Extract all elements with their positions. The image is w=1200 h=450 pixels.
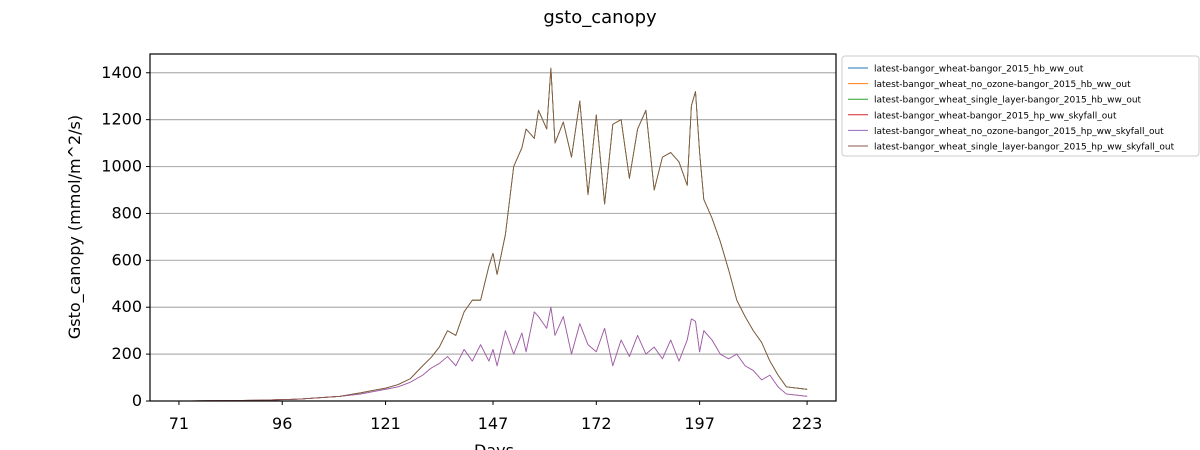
legend-label-2: latest-bangor_wheat_no_ozone-bangor_2015… — [874, 80, 1131, 90]
chart-title: gsto_canopy — [543, 7, 657, 28]
x-axis-ticks: 71 96 121 147 172 197 223 — [169, 401, 823, 433]
y-tick-label: 800 — [111, 203, 142, 222]
x-tick-label: 121 — [370, 414, 401, 433]
y-tick-label: 1400 — [101, 63, 142, 82]
x-tick-label: 172 — [581, 414, 612, 433]
y-tick-label: 0 — [132, 391, 142, 410]
legend-label-1: latest-bangor_wheat-bangor_2015_hb_ww_ou… — [874, 65, 1084, 75]
series-line-3 — [178, 67, 808, 402]
y-axis-ticks: 0 200 400 600 800 1000 1200 1400 — [101, 63, 150, 410]
series-line-5 — [178, 306, 808, 402]
series-line-6 — [178, 67, 808, 402]
x-tick-label: 96 — [272, 414, 292, 433]
legend-label-4: latest-bangor_wheat-bangor_2015_hp_ww_sk… — [874, 111, 1117, 121]
y-tick-label: 1200 — [101, 110, 142, 129]
y-tick-label: 400 — [111, 297, 142, 316]
series-line-1 — [178, 67, 808, 402]
y-axis-label: Gsto_canopy (mmol/m^2/s) — [65, 115, 85, 339]
series-layer — [178, 67, 808, 402]
legend: latest-bangor_wheat-bangor_2015_hb_ww_ou… — [841, 55, 1200, 157]
legend-box — [841, 55, 1200, 157]
y-tick-label: 200 — [111, 344, 142, 363]
x-tick-label: 223 — [792, 414, 823, 433]
legend-label-5: latest-bangor_wheat_no_ozone-bangor_2015… — [874, 127, 1164, 137]
series-line-2 — [178, 67, 808, 402]
legend-label-6: latest-bangor_wheat_single_layer-bangor_… — [874, 143, 1175, 153]
x-axis-label: Days — [474, 441, 514, 450]
gridlines — [150, 72, 836, 355]
x-tick-label: 147 — [478, 414, 509, 433]
y-tick-label: 600 — [111, 250, 142, 269]
legend-label-3: latest-bangor_wheat_single_layer-bangor_… — [874, 96, 1142, 106]
x-tick-label: 197 — [684, 414, 715, 433]
plot-frame — [149, 53, 837, 402]
x-tick-label: 71 — [169, 414, 189, 433]
y-tick-label: 1000 — [101, 157, 142, 176]
